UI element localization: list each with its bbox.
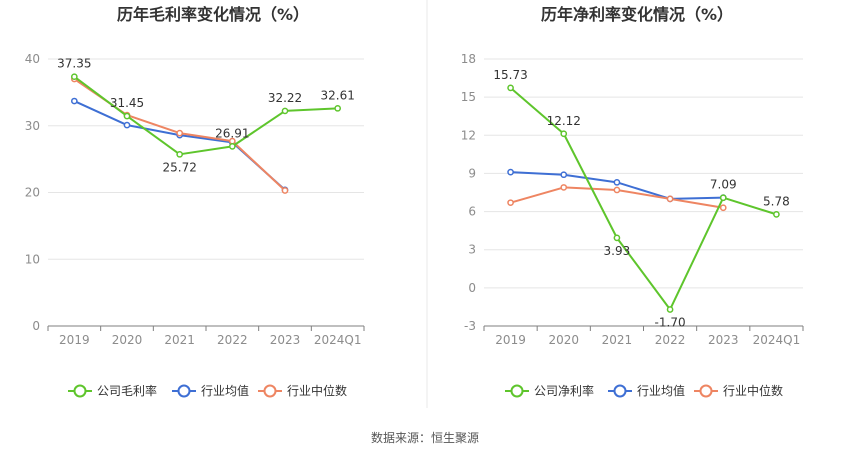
panel2-series-company-point [613,234,621,242]
panel2-y-tick-label: -3 [464,319,476,333]
panel1-series-industry_avg-line [73,100,286,191]
panel1-x-tick-label: 2024Q1 [314,333,362,347]
panel1-y-tick-label: 30 [25,119,40,133]
panel2-data-label: 3.93 [604,244,631,258]
panel1-series-company-point [281,107,289,115]
panel2-data-label: -1.70 [655,315,686,329]
panel2-series-company-point [507,84,514,92]
panel1-series-company-point [123,112,131,120]
panel1-legend-item-company: 公司毛利率 [68,383,157,398]
panel1-title: 历年毛利率变化情况（%） [117,5,309,24]
panel2-series-industry_avg-point [507,168,514,176]
panel1-data-label: 32.22 [268,91,302,105]
legend-swatch-marker [73,384,87,398]
panel2-legend-item-company: 公司净利率 [505,383,594,398]
panel1-data-label: 26.91 [215,126,249,140]
panel1-data-label: 31.45 [110,96,144,110]
panel1-series-company-point [176,150,184,158]
panel1-series-industry_median-point [281,187,289,194]
panel2-data-label: 5.78 [763,194,790,208]
panel1-legend-item-industry_median: 行业中位数 [258,383,347,398]
legend-label: 行业均值 [637,383,685,398]
panel2-legend-item-industry_avg: 行业均值 [608,383,685,398]
panel1-x-tick-label: 2020 [112,333,143,347]
panel1: 历年毛利率变化情况（%） 0 10 20 30 40 2019 2020 2021 2022 202… [25,5,365,398]
panel2-data-label: 12.12 [547,114,581,128]
panel2-x-tick-label: 2020 [548,333,579,347]
panel2-x-tick-label: 2023 [708,333,739,347]
panel2-y-tick-label: 12 [461,128,476,142]
panel1-series-company-point [70,73,78,81]
panel1-y-tick-label: 40 [25,52,40,66]
panel1-series-company-line [73,75,338,156]
panel1-data-label: 37.35 [57,57,91,71]
panel1-y-tick-label: 10 [25,252,40,266]
panel2-data-label: 15.73 [493,68,527,82]
panel1-legend-item-industry_avg: 行业均值 [172,383,249,398]
panel1-series-industry_avg-point [123,121,131,129]
panel1-y-tick-label: 20 [25,186,40,200]
panel2-series-industry_median-point [613,186,621,194]
legend-swatch-marker [510,384,524,398]
panel1-series-company-point [334,104,342,112]
legend-swatch-marker [177,384,191,398]
panel2-series-company-point [773,211,780,218]
panel1-x-tick-label: 2022 [217,333,248,347]
panel2-y-tick-label: 0 [468,281,476,295]
panel1-data-label: 32.61 [320,88,354,102]
panel2-y-tick-label: 15 [461,90,476,104]
panel2-series-company-point [666,306,674,313]
panel1-series-company-point [228,143,236,150]
source-note: 数据来源：恒生聚源 [371,430,479,445]
panel2-y-tick-label: 6 [468,205,476,219]
panel2-series-company-line [509,87,777,311]
panel2-data-label: 7.09 [710,178,737,192]
panel1-data-label: 25.72 [162,160,196,174]
legend-swatch-marker [263,384,277,398]
panel2-x-tick-label: 2021 [602,333,633,347]
legend-label: 行业中位数 [287,383,347,398]
legend-label: 公司净利率 [534,383,594,398]
panel2-x-tick-label: 2024Q1 [753,333,801,347]
panel1-series-industry_median-point [176,129,184,137]
panel2-y-tick-label: 18 [461,52,476,66]
panel2-x-tick-label: 2022 [655,333,686,347]
panel2-y-tick-label: 3 [468,243,476,257]
legend-swatch-marker [613,384,627,398]
legend-label: 行业中位数 [723,383,783,398]
panel2-series-company-point [560,130,568,138]
panel2-x-tick-label: 2019 [495,333,526,347]
legend-swatch-marker [699,384,713,398]
panel2-series-company-point [719,194,727,202]
legend-label: 公司毛利率 [97,383,157,398]
panel2-series-industry_avg-point [560,171,568,179]
panel2-series-industry_median-point [719,204,727,212]
panel2-series-industry_median-point [666,195,674,203]
panel2: 历年净利率变化情况（%） -3 0 3 6 9 12 15 18 2019 2020 2021 2022… [461,5,804,398]
panel2-legend-item-industry_median: 行业中位数 [694,383,783,398]
panel1-x-tick-label: 2023 [270,333,301,347]
panel2-y-tick-label: 9 [468,166,476,180]
panel2-series-industry_median-point [560,184,568,191]
panel1-series-industry_avg-point [70,97,78,105]
panel2-series-industry_median-point [507,199,514,207]
panel1-y-tick-label: 0 [32,319,40,333]
panel2-series-industry_avg-point [613,178,621,186]
legend-label: 行业均值 [201,383,249,398]
panel2-title: 历年净利率变化情况（%） [541,5,733,24]
panel1-x-tick-label: 2019 [59,333,90,347]
panel1-x-tick-label: 2021 [164,333,195,347]
